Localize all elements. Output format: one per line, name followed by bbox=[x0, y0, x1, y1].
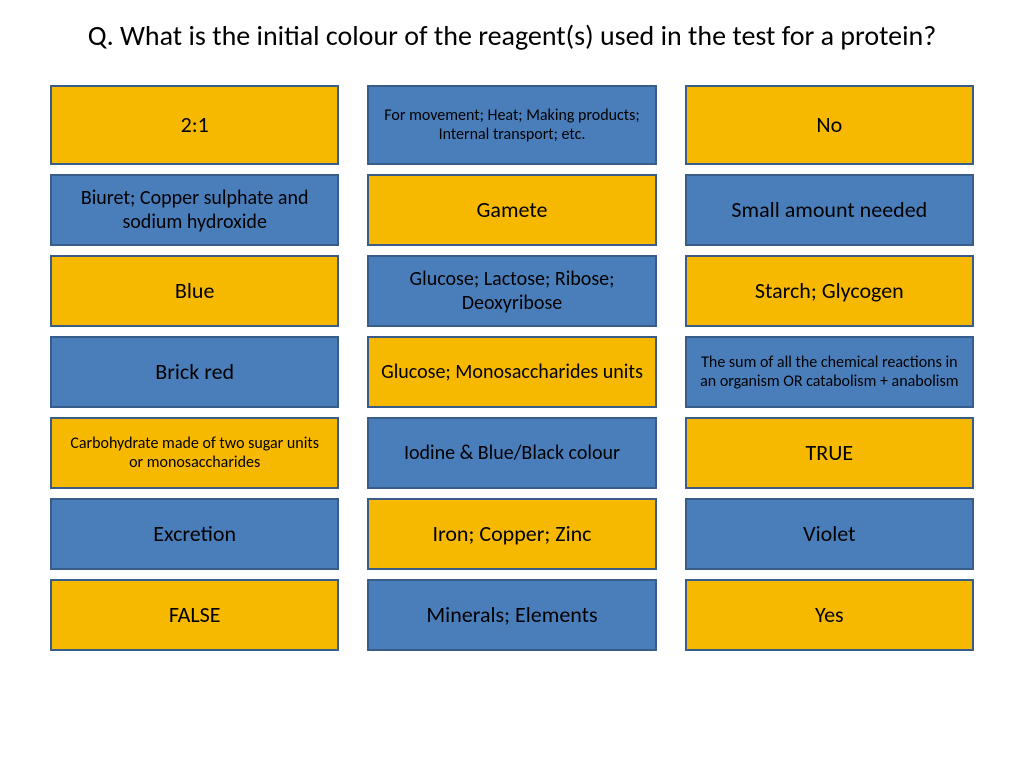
answer-card[interactable]: Violet bbox=[685, 498, 974, 570]
column-2: For movement; Heat; Making products; Int… bbox=[367, 85, 656, 651]
answer-card[interactable]: TRUE bbox=[685, 417, 974, 489]
answer-card[interactable]: Glucose; Lactose; Ribose; Deoxyribose bbox=[367, 255, 656, 327]
answer-card[interactable]: Minerals; Elements bbox=[367, 579, 656, 651]
answer-card[interactable]: For movement; Heat; Making products; Int… bbox=[367, 85, 656, 165]
answer-card[interactable]: Brick red bbox=[50, 336, 339, 408]
answer-card[interactable]: Carbohydrate made of two sugar units or … bbox=[50, 417, 339, 489]
column-3: No Small amount needed Starch; Glycogen The… bbox=[685, 85, 974, 651]
answer-card[interactable]: Small amount needed bbox=[685, 174, 974, 246]
answer-card[interactable]: Gamete bbox=[367, 174, 656, 246]
answer-card[interactable]: Biuret; Copper sulphate and sodium hydro… bbox=[50, 174, 339, 246]
answer-card[interactable]: Excretion bbox=[50, 498, 339, 570]
answer-card[interactable]: Iodine & Blue/Black colour bbox=[367, 417, 656, 489]
answer-card[interactable]: No bbox=[685, 85, 974, 165]
answer-card[interactable]: Glucose; Monosaccharides units bbox=[367, 336, 656, 408]
answer-card[interactable]: Yes bbox=[685, 579, 974, 651]
answer-card[interactable]: Blue bbox=[50, 255, 339, 327]
answer-card[interactable]: The sum of all the chemical reactions in… bbox=[685, 336, 974, 408]
answer-card[interactable]: FALSE bbox=[50, 579, 339, 651]
answer-card[interactable]: 2:1 bbox=[50, 85, 339, 165]
answer-card[interactable]: Iron; Copper; Zinc bbox=[367, 498, 656, 570]
answer-card[interactable]: Starch; Glycogen bbox=[685, 255, 974, 327]
column-1: 2:1 Biuret; Copper sulphate and sodium hy… bbox=[50, 85, 339, 651]
answer-grid: 2:1 Biuret; Copper sulphate and sodium hy… bbox=[0, 63, 1024, 651]
question-title: Q. What is the initial colour of the rea… bbox=[0, 0, 1024, 63]
